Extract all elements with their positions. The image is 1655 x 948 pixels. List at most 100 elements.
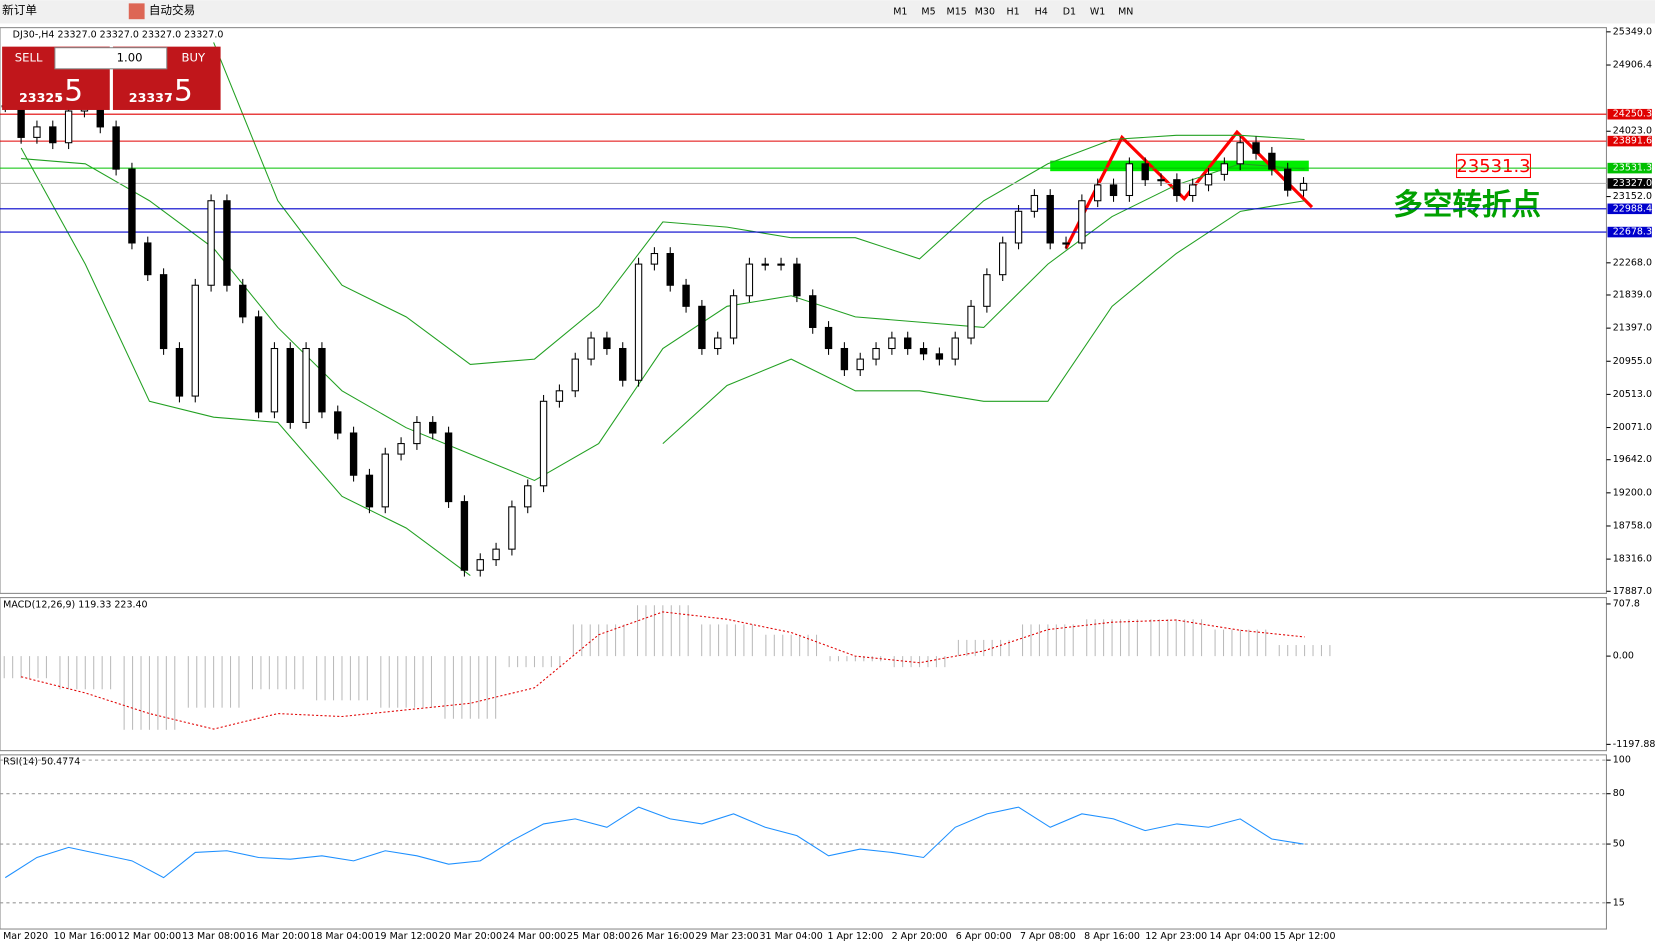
- candle-body: [840, 347, 849, 371]
- candle-body: [1204, 173, 1213, 186]
- y-tick-label: 20955.0: [1613, 356, 1652, 367]
- candle-body: [666, 253, 674, 286]
- volume[interactable]: 1.00: [117, 51, 143, 65]
- candle-body: [983, 274, 991, 307]
- candle-body: [714, 337, 722, 350]
- y-tick-label: 100: [1613, 755, 1631, 766]
- candle-body: [1252, 142, 1260, 154]
- chart-header: DJ30-,H4 23327.0 23327.0 23327.0 23327.0: [13, 30, 224, 41]
- timeframe[interactable]: H1: [1006, 6, 1019, 17]
- y-tick-label: 24906.4: [1613, 60, 1652, 71]
- x-tick-label: 25 Mar 08:00: [567, 931, 630, 942]
- candle-body: [1283, 168, 1292, 191]
- candle-body: [729, 295, 738, 339]
- level-label: 23327.0: [1613, 178, 1652, 189]
- candle-body: [159, 274, 168, 350]
- macd-signal: [20, 611, 1305, 730]
- timeframe[interactable]: MN: [1118, 6, 1133, 17]
- green-zone: [1050, 160, 1309, 172]
- level-label: 22678.3: [1613, 227, 1652, 238]
- candle-body: [587, 337, 595, 360]
- candle-body: [603, 337, 611, 350]
- candle-body: [571, 358, 579, 392]
- candle-body: [1268, 152, 1276, 170]
- candle-body: [1062, 242, 1070, 245]
- candle-body: [381, 453, 389, 508]
- x-tick-label: 12 Mar 00:00: [118, 931, 181, 942]
- new-order[interactable]: 新订单: [2, 3, 37, 17]
- x-tick-label: 1 Apr 12:00: [827, 931, 883, 942]
- candle-body: [999, 242, 1007, 276]
- candle-body: [349, 432, 358, 476]
- bid-price: 23325: [19, 90, 63, 105]
- candle-body: [460, 501, 469, 571]
- x-tick-label: 12 Apr 23:00: [1145, 931, 1207, 942]
- candle-body: [112, 126, 120, 170]
- candle-body: [1220, 163, 1229, 175]
- y-tick-label: 23152.0: [1613, 191, 1652, 202]
- candle-body: [1078, 200, 1086, 244]
- bollinger-band: [213, 42, 1305, 365]
- candle-body: [365, 474, 374, 508]
- level-label: 22988.4: [1613, 203, 1652, 214]
- x-tick-label: 15 Apr 12:00: [1274, 931, 1336, 942]
- candle-body: [1189, 184, 1197, 197]
- timeframe[interactable]: M5: [921, 6, 935, 17]
- x-tick-label: 16 Mar 20:00: [246, 931, 309, 942]
- y-tick-label: 22268.0: [1613, 257, 1652, 268]
- candle-body: [239, 284, 247, 318]
- bid-pips: .5: [55, 74, 83, 108]
- auto-trading[interactable]: 自动交易: [149, 3, 195, 17]
- rsi-line: [4, 806, 1304, 879]
- candle-body: [144, 242, 152, 276]
- candle-body: [318, 347, 326, 413]
- candle-body: [223, 200, 231, 286]
- zigzag-arrow: [1064, 129, 1314, 249]
- candle-body: [1299, 182, 1308, 191]
- timeframe[interactable]: H4: [1035, 6, 1048, 17]
- candle-body: [698, 305, 706, 350]
- macd-panel: [0, 597, 1607, 752]
- x-tick-label: 8 Apr 16:00: [1084, 931, 1140, 942]
- candle-body: [919, 347, 928, 355]
- candle-body: [809, 295, 817, 328]
- x-tick-label: 13 Mar 08:00: [182, 931, 245, 942]
- annotation-level: 23531.3: [1456, 156, 1530, 177]
- candle-body: [476, 559, 484, 571]
- y-tick-label: 25349.0: [1613, 26, 1652, 37]
- level-label: 23531.3: [1613, 163, 1652, 174]
- y-tick-label: 18758.0: [1613, 520, 1652, 531]
- candle-body: [761, 263, 769, 266]
- candle-body: [270, 347, 279, 413]
- candle-body: [429, 421, 437, 434]
- timeframe[interactable]: M15: [947, 6, 967, 17]
- volume-box[interactable]: [54, 47, 168, 70]
- candle-body: [967, 305, 975, 339]
- toolbar: [0, 0, 1655, 24]
- candle-body: [1014, 210, 1023, 244]
- timeframe[interactable]: D1: [1063, 6, 1076, 17]
- y-tick-label: 18316.0: [1613, 554, 1652, 565]
- candle-body: [302, 347, 310, 423]
- timeframe[interactable]: W1: [1090, 6, 1105, 17]
- candle-body: [128, 168, 136, 244]
- buy-label[interactable]: BUY: [182, 51, 206, 65]
- auto-trade-icon[interactable]: [128, 3, 145, 20]
- candle-body: [413, 421, 421, 445]
- y-tick-label: 50: [1613, 839, 1625, 850]
- candle-body: [49, 126, 57, 144]
- y-tick-label: 24023.0: [1613, 126, 1652, 137]
- sell-label[interactable]: SELL: [15, 51, 43, 65]
- y-tick-label: 19642.0: [1613, 454, 1652, 465]
- y-tick-label: 20513.0: [1613, 389, 1652, 400]
- candle-body: [1109, 184, 1118, 197]
- level-tag: [1607, 203, 1652, 215]
- timeframe[interactable]: M30: [975, 6, 995, 17]
- y-tick-label: 707.8: [1613, 598, 1640, 609]
- timeframe[interactable]: M1: [893, 6, 907, 17]
- candle-body: [64, 110, 73, 144]
- ask-price: 23337: [129, 90, 173, 105]
- x-tick-label: 18 Mar 04:00: [310, 931, 373, 942]
- candle-body: [634, 263, 643, 381]
